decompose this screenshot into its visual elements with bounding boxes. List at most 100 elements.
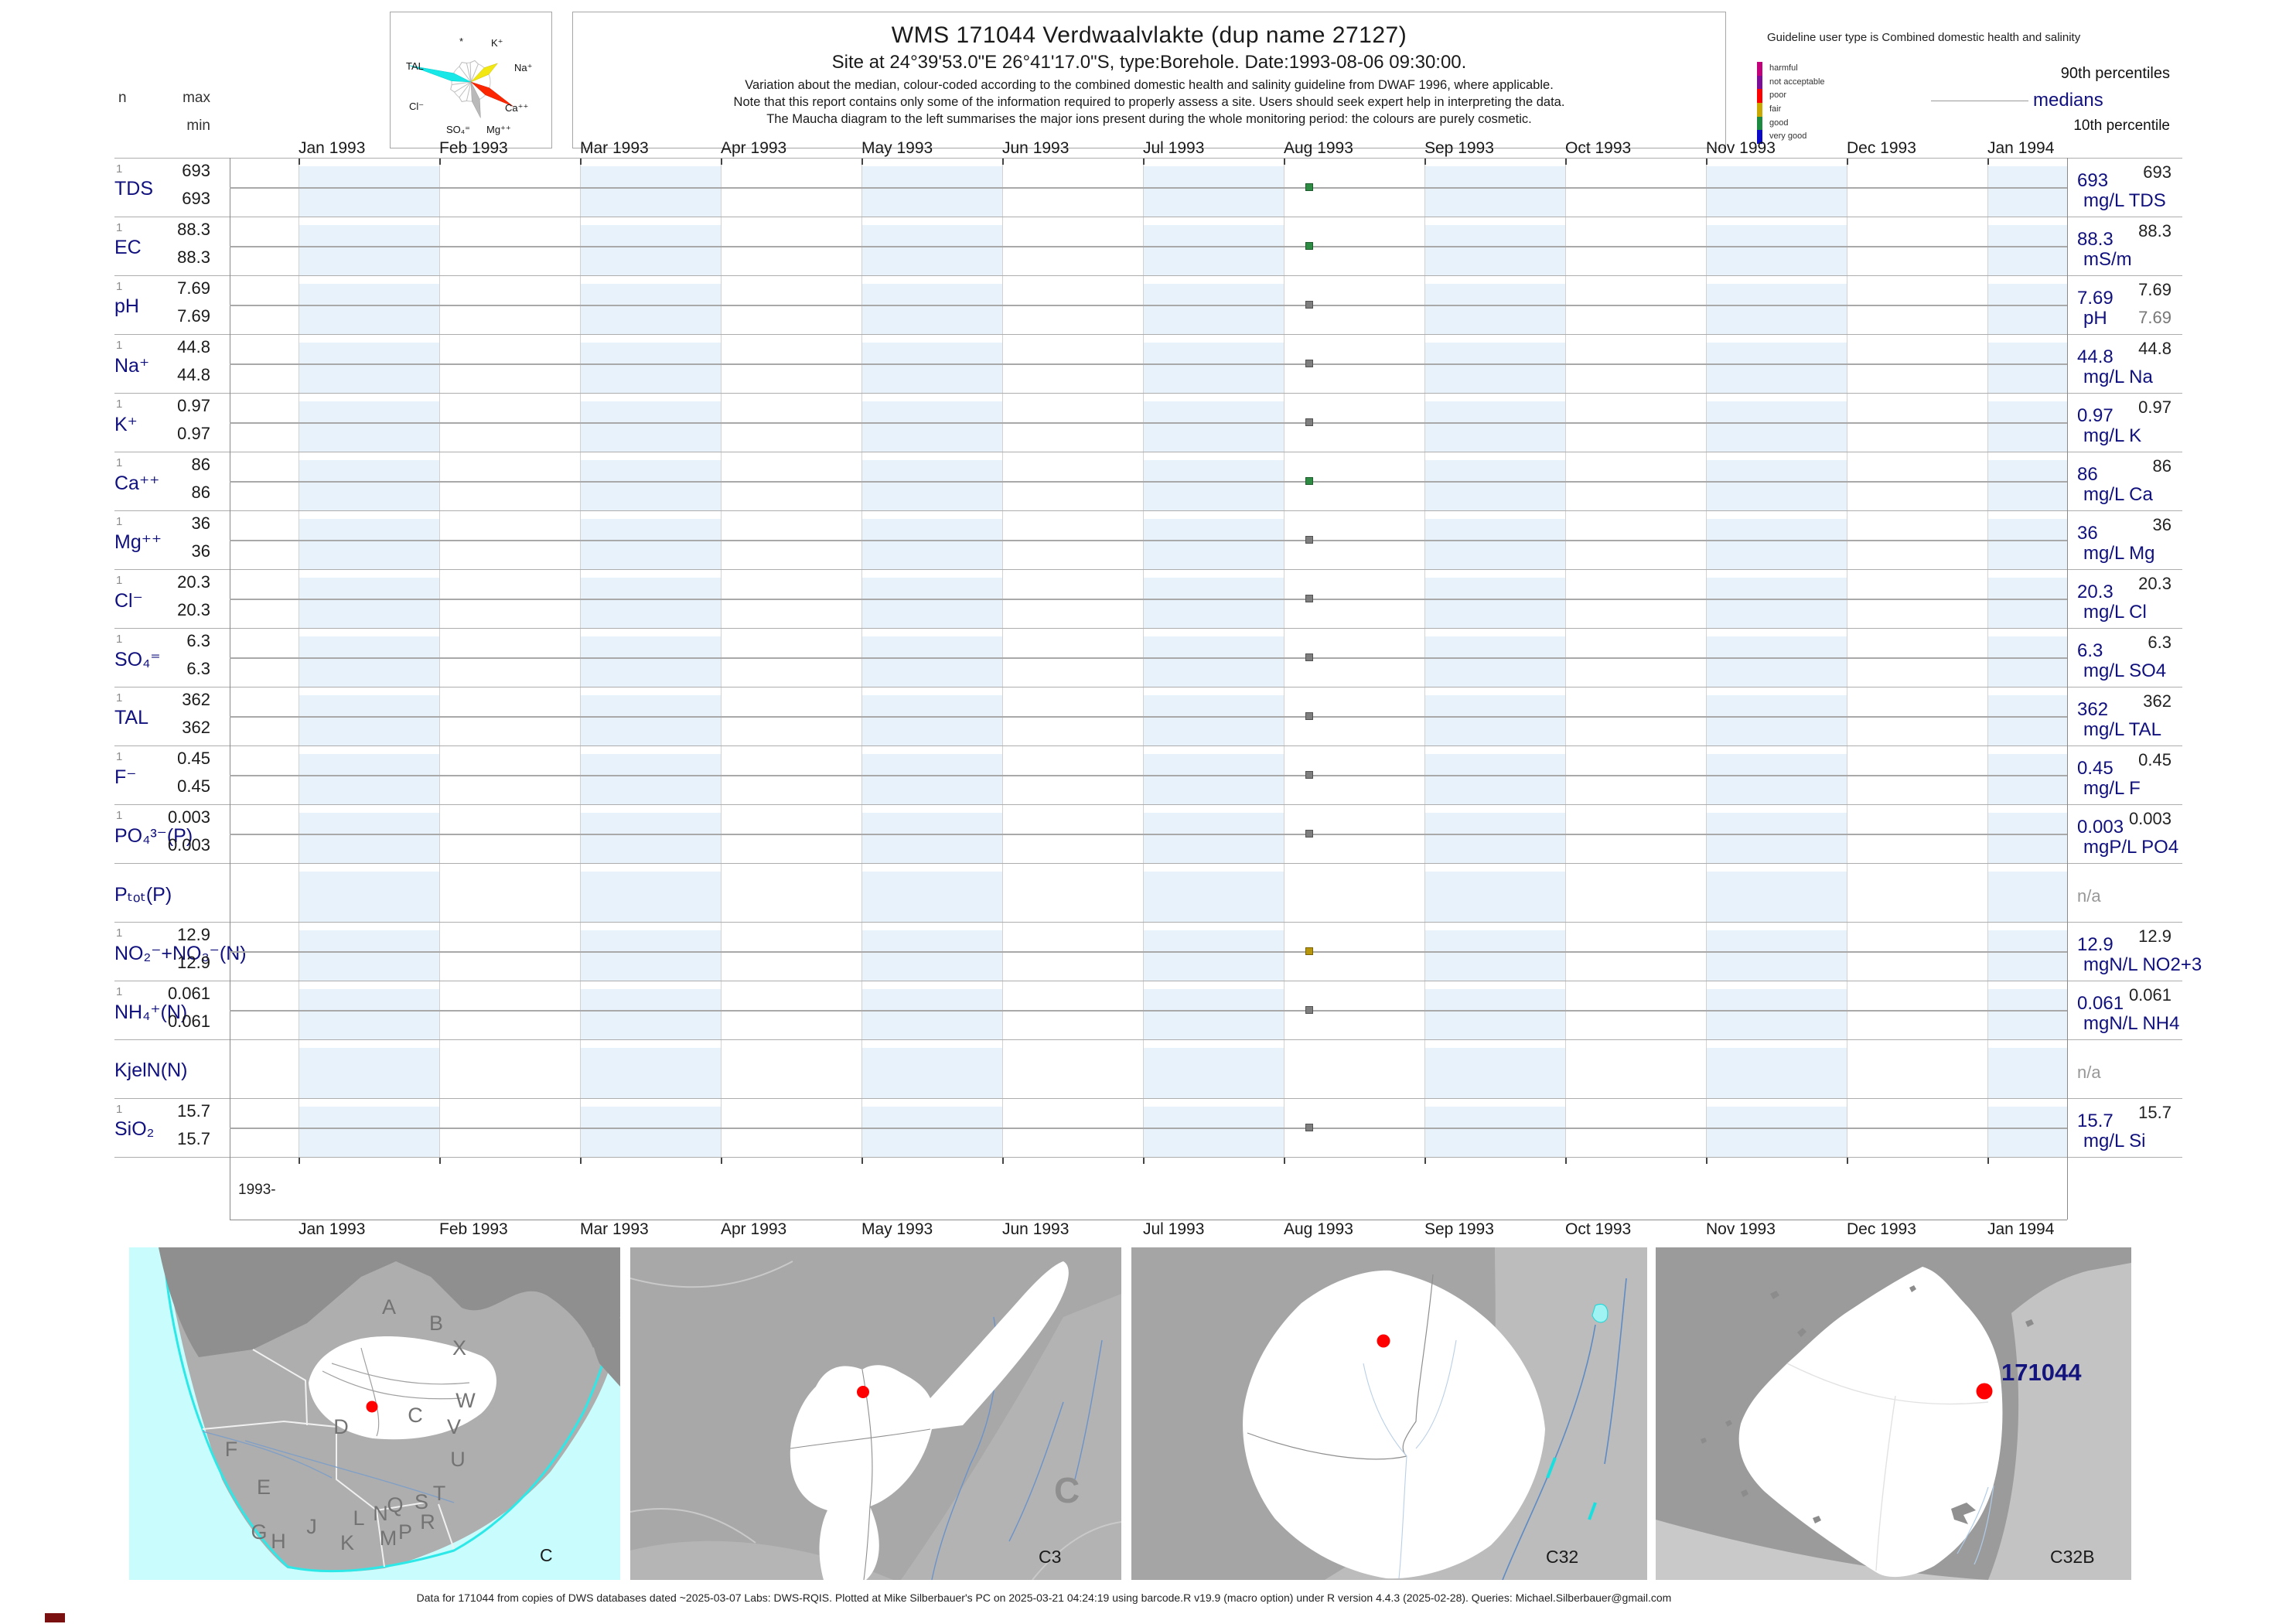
row-band — [1143, 166, 1284, 217]
p90-value: 12.9 — [2138, 926, 2171, 946]
lake — [1592, 1304, 1609, 1323]
note-disclaimer: Note that this report contains only some… — [733, 95, 1565, 109]
p90-value: 86 — [2152, 456, 2171, 476]
axis-tick-top — [1565, 158, 1567, 165]
row-band — [861, 1048, 1002, 1098]
catchment-letter-V: V — [447, 1415, 461, 1438]
row-n-count: 1 — [116, 926, 123, 940]
catchment-letter-E: E — [257, 1476, 271, 1499]
row-max-value: 0.061 — [167, 984, 210, 1003]
row-min-value: 36 — [191, 541, 210, 561]
maucha-label-k: K⁺ — [491, 37, 503, 49]
row-median-line — [230, 422, 2067, 424]
data-point — [1305, 183, 1313, 191]
row-band — [1424, 460, 1565, 510]
month-label-bottom: Sep 1993 — [1424, 1220, 1494, 1238]
row-band — [1706, 166, 1847, 217]
row-median-line — [230, 775, 2067, 776]
row-median-line — [230, 951, 2067, 953]
row-band — [580, 872, 721, 922]
guideline-swatch-good — [1757, 116, 1762, 131]
row-band — [1987, 225, 2067, 275]
row-parameter-label: pH — [114, 295, 139, 317]
n-column-header: n — [118, 90, 127, 106]
axis-tick-bottom — [861, 1157, 863, 1164]
row-band — [1143, 1107, 1284, 1157]
row-max-value: 6.3 — [186, 631, 210, 650]
row-band — [861, 519, 1002, 569]
row-band — [861, 989, 1002, 1039]
p90-legend-label: 90th percentiles — [2060, 65, 2170, 82]
month-label-top: May 1993 — [861, 139, 933, 157]
guideline-class-label: good — [1769, 118, 1789, 128]
row-band — [580, 813, 721, 863]
catchment-letter-N: N — [373, 1502, 388, 1525]
unit-label: mg/L Na — [2083, 367, 2153, 387]
row-band — [1987, 284, 2067, 334]
row-band — [1143, 343, 1284, 393]
catchment-letter-P: P — [398, 1520, 412, 1544]
row-median-line — [230, 540, 2067, 541]
row-n-count: 1 — [116, 809, 123, 822]
row-band — [1706, 754, 1847, 804]
catchment-letter-C: C — [408, 1404, 423, 1427]
p10-legend-label: 10th percentile — [2073, 118, 2170, 134]
row-band — [861, 225, 1002, 275]
unit-label: mg/L SO4 — [2083, 660, 2167, 681]
row-parameter-label: TDS — [114, 178, 153, 200]
row-band — [580, 989, 721, 1039]
axis-tick-bottom — [721, 1157, 722, 1164]
row-band — [1424, 1107, 1565, 1157]
row-band — [299, 695, 439, 745]
month-label-bottom: Jun 1993 — [1002, 1220, 1070, 1238]
row-band — [1987, 519, 2067, 569]
row-band — [1987, 1048, 2067, 1098]
panel-label: C — [540, 1545, 553, 1565]
median-value: 12.9 — [2077, 934, 2113, 955]
maucha-label-mg: Mg⁺⁺ — [486, 124, 511, 135]
row-band — [1143, 989, 1284, 1039]
row-min-value: 0.45 — [177, 776, 210, 796]
row-band — [1424, 1048, 1565, 1098]
row-band — [580, 754, 721, 804]
catchment-letter-L: L — [353, 1506, 364, 1530]
row-band — [299, 1107, 439, 1157]
axis-tick-top — [861, 158, 863, 165]
row-parameter-label: PO₄³⁻(P) — [114, 825, 193, 847]
panel-label: C32 — [1546, 1547, 1578, 1567]
row-max-value: 88.3 — [177, 220, 210, 239]
maucha-label-ca: Ca⁺⁺ — [505, 102, 529, 114]
medians-legend-label: medians — [2033, 90, 2103, 111]
month-label-top: Feb 1993 — [439, 139, 508, 157]
row-band — [580, 519, 721, 569]
month-label-top: Sep 1993 — [1424, 139, 1494, 157]
row-parameter-label: EC — [114, 237, 142, 258]
row-band — [1706, 343, 1847, 393]
row-band — [1987, 930, 2067, 981]
row-band — [580, 284, 721, 334]
unit-label: mgN/L NH4 — [2083, 1013, 2180, 1034]
site-marker-dot — [857, 1386, 869, 1398]
row-band — [861, 166, 1002, 217]
small-features — [1701, 1285, 2034, 1523]
row-band — [1424, 695, 1565, 745]
row-min-value: 12.9 — [177, 953, 210, 972]
row-band — [1424, 930, 1565, 981]
unit-label: mg/L Si — [2083, 1131, 2146, 1151]
row-n-count: 1 — [116, 162, 123, 176]
row-median-line — [230, 834, 2067, 835]
row-separator — [114, 804, 2182, 805]
row-band — [1143, 519, 1284, 569]
row-band — [1424, 989, 1565, 1039]
title-box: WMS 171044 Verdwaalvlakte (dup name 2712… — [572, 12, 1726, 148]
row-band — [1143, 401, 1284, 452]
row-band — [1143, 1048, 1284, 1098]
panel-label: C32B — [2050, 1547, 2095, 1567]
row-separator — [114, 334, 2182, 335]
row-band — [1424, 872, 1565, 922]
row-band — [299, 343, 439, 393]
row-band — [1143, 813, 1284, 863]
row-n-count: 1 — [116, 1103, 123, 1116]
row-median-line — [230, 657, 2067, 659]
row-max-value: 20.3 — [177, 572, 210, 592]
